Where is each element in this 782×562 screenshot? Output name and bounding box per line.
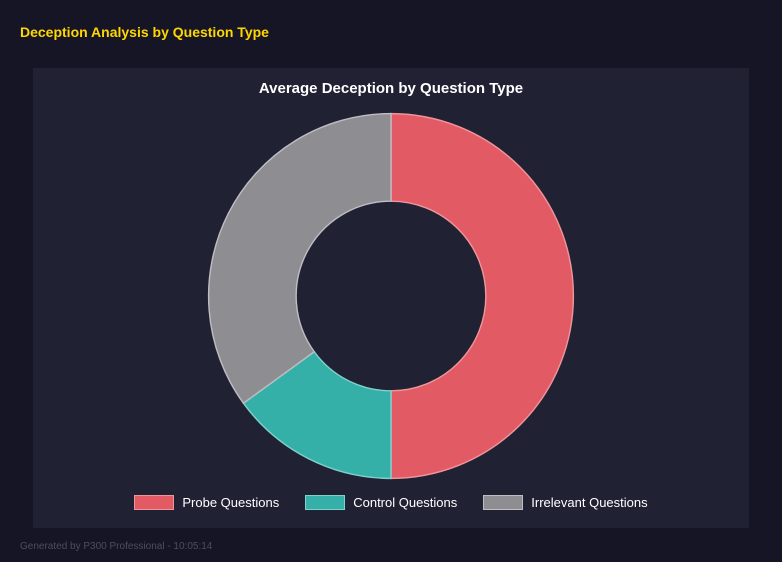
legend-swatch-irrelevant-icon bbox=[483, 495, 524, 510]
donut-chart bbox=[207, 112, 575, 480]
legend-item-probe-questions[interactable]: Probe Questions bbox=[134, 495, 279, 510]
legend-item-irrelevant-questions[interactable]: Irrelevant Questions bbox=[483, 495, 648, 510]
legend-label-probe: Probe Questions bbox=[182, 495, 280, 510]
page-title: Deception Analysis by Question Type bbox=[20, 24, 269, 40]
legend-label-irrelevant: Irrelevant Questions bbox=[531, 495, 648, 510]
legend-label-control: Control Questions bbox=[353, 495, 458, 510]
legend-swatch-control-icon bbox=[305, 495, 346, 510]
legend-item-control-questions[interactable]: Control Questions bbox=[305, 495, 457, 510]
chart-legend: Probe Questions Control Questions Irrele… bbox=[134, 495, 648, 510]
chart-title: Average Deception by Question Type bbox=[258, 80, 524, 97]
footer-status: Generated by P300 Professional - 10:05:1… bbox=[20, 541, 213, 552]
chart-panel: Average Deception by Question Type Probe… bbox=[33, 68, 749, 528]
donut-segment-2[interactable] bbox=[207, 112, 392, 405]
donut-chart-area bbox=[201, 97, 581, 495]
donut-segment-0[interactable] bbox=[390, 112, 575, 480]
legend-swatch-probe-icon bbox=[134, 495, 175, 510]
